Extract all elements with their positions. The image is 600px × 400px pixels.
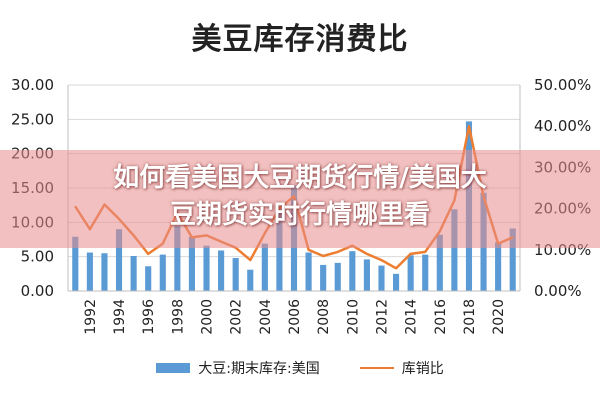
x-tick-label: 2002 xyxy=(229,299,245,335)
x-tick-label: 1998 xyxy=(170,299,186,335)
legend-item-ratio: 库销比 xyxy=(359,358,444,378)
watermark-banner xyxy=(0,150,600,248)
x-tick-label: 2014 xyxy=(404,299,420,335)
point-stock-to-use-ratio xyxy=(424,251,427,253)
y-right-tick-label: 40.00% xyxy=(534,117,591,135)
bar-inventory xyxy=(305,252,312,291)
bar-inventory xyxy=(130,255,137,291)
x-tick-label: 2010 xyxy=(345,299,361,335)
x-tick-label: 1996 xyxy=(141,299,157,335)
bar-inventory xyxy=(218,250,225,291)
point-stock-to-use-ratio xyxy=(336,251,339,253)
legend: 大豆:期末库存:美国 库销比 xyxy=(0,358,600,378)
point-stock-to-use-ratio xyxy=(249,259,252,261)
point-stock-to-use-ratio xyxy=(380,259,383,261)
bar-inventory xyxy=(101,253,108,291)
bar-inventory xyxy=(261,243,268,291)
chart-title: 美豆库存消费比 xyxy=(191,22,409,57)
y-right-tick-label: 0.00% xyxy=(534,282,582,300)
bar-inventory xyxy=(232,258,239,291)
bar-inventory xyxy=(247,269,254,291)
bar-inventory xyxy=(349,251,356,291)
bar-inventory xyxy=(451,209,458,291)
bar-inventory xyxy=(72,236,79,291)
bar-inventory xyxy=(378,265,385,291)
y-left-tick-label: 25.00 xyxy=(11,110,54,128)
bar-inventory xyxy=(422,254,429,291)
x-tick-label: 2006 xyxy=(287,299,303,335)
watermark-line-1: 如何看美国大豆期货行情/美国大 xyxy=(113,163,487,193)
bar-inventory xyxy=(276,207,283,291)
watermark-line-2: 豆期货实时行情哪里看 xyxy=(169,200,430,230)
bar-inventory xyxy=(495,242,502,291)
point-stock-to-use-ratio xyxy=(147,253,149,255)
legend-label-inventory: 大豆:期末库存:美国 xyxy=(198,361,320,377)
x-tick-label: 2018 xyxy=(462,299,478,335)
bar-inventory xyxy=(203,245,210,291)
x-tick-label: 2008 xyxy=(316,299,332,335)
point-stock-to-use-ratio xyxy=(307,249,310,251)
bar-inventory xyxy=(363,259,370,291)
x-tick-label: 2004 xyxy=(258,299,274,335)
bar-inventory xyxy=(188,236,195,291)
x-tick-label: 2000 xyxy=(200,299,216,335)
y-right-tick-label: 50.00% xyxy=(534,76,591,94)
x-tick-label: 2020 xyxy=(491,299,507,335)
bar-inventory xyxy=(334,262,341,291)
x-tick-label: 2016 xyxy=(433,299,449,335)
bar-inventory xyxy=(115,229,123,291)
y-left-tick-label: 0.00 xyxy=(21,282,54,300)
point-stock-to-use-ratio xyxy=(395,267,397,270)
legend-swatch-ratio xyxy=(359,367,394,369)
legend-swatch-inventory xyxy=(156,363,191,373)
bar-inventory xyxy=(407,255,414,291)
bar-inventory xyxy=(159,254,166,291)
y-left-tick-label: 5.00 xyxy=(21,248,54,266)
watermark-text: 如何看美国大豆期货行情/美国大 豆期货实时行情哪里看 xyxy=(0,160,600,234)
bar-inventory xyxy=(393,273,400,291)
bar-inventory xyxy=(436,234,443,291)
x-tick-label: 1992 xyxy=(83,299,99,335)
point-stock-to-use-ratio xyxy=(409,253,412,255)
point-stock-to-use-ratio xyxy=(468,125,470,127)
point-stock-to-use-ratio xyxy=(322,255,324,257)
bar-inventory xyxy=(174,225,181,291)
x-tick-label: 1994 xyxy=(112,299,128,335)
bar-inventory xyxy=(509,228,516,291)
x-tick-label: 2012 xyxy=(374,299,390,335)
point-stock-to-use-ratio xyxy=(366,253,368,255)
y-left-tick-label: 30.00 xyxy=(11,76,54,94)
legend-item-inventory: 大豆:期末库存:美国 xyxy=(156,358,320,378)
bar-inventory xyxy=(320,264,327,291)
bar-inventory xyxy=(145,266,152,291)
bar-inventory xyxy=(86,252,93,291)
legend-label-ratio: 库销比 xyxy=(401,361,444,377)
